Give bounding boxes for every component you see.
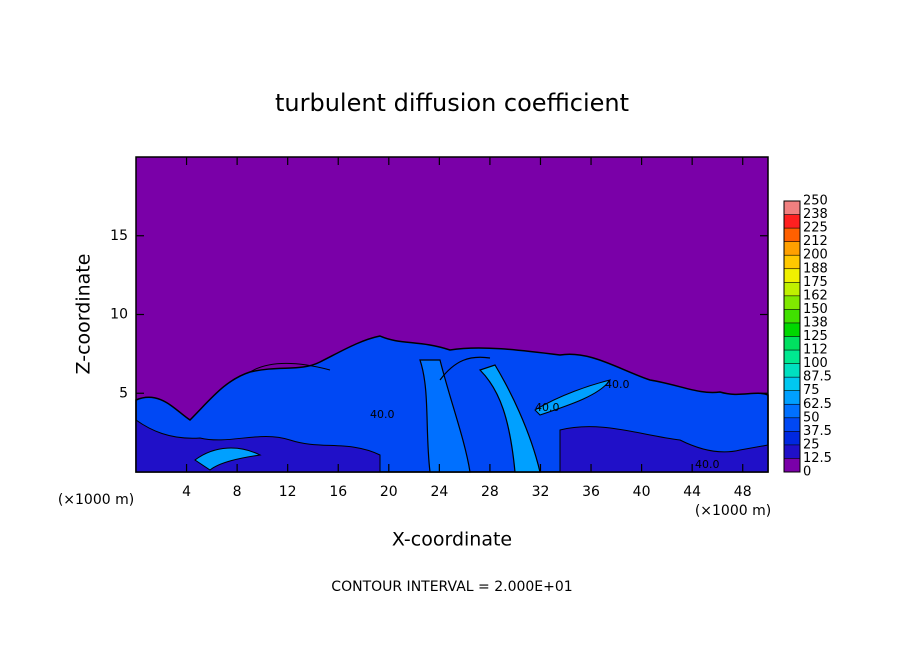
colorbar-bin bbox=[784, 241, 800, 256]
colorbar-label: 62.5 bbox=[803, 397, 832, 412]
contour-line bbox=[249, 363, 331, 373]
colorbar-label: 138 bbox=[803, 315, 828, 330]
x-tick-label: 44 bbox=[683, 484, 701, 500]
x-tick-label: 24 bbox=[430, 484, 448, 500]
colorbar-label: 37.5 bbox=[803, 424, 832, 439]
colorbar-label: 0 bbox=[803, 465, 811, 480]
x-tick-label: 4 bbox=[182, 484, 191, 500]
y-tick-label: 10 bbox=[110, 307, 128, 323]
colorbar-bin bbox=[784, 282, 800, 296]
contour-line bbox=[439, 356, 491, 381]
colorbar-label: 175 bbox=[803, 275, 828, 290]
colorbar-label: 87.5 bbox=[803, 370, 832, 385]
colorbar-bin bbox=[784, 404, 800, 418]
chart-title: turbulent diffusion coefficient bbox=[275, 89, 629, 117]
colorbar-bin bbox=[784, 363, 800, 378]
y-tick-label: 15 bbox=[110, 228, 128, 244]
x-tick-label: 36 bbox=[582, 484, 600, 500]
colorbar-bin bbox=[784, 336, 800, 351]
colorbar-label: 162 bbox=[803, 288, 828, 303]
contour-label: 40.0 bbox=[695, 458, 720, 471]
field bbox=[135, 157, 769, 473]
colorbar-label: 12.5 bbox=[803, 451, 832, 466]
y-tick-label: 5 bbox=[119, 385, 128, 401]
colorbar-label: 50 bbox=[803, 410, 820, 425]
colorbar-label: 200 bbox=[803, 248, 828, 263]
colorbar-label: 250 bbox=[803, 194, 828, 209]
colorbar-label: 150 bbox=[803, 302, 828, 317]
contour-label: 40.0 bbox=[535, 401, 560, 414]
colorbar-bin bbox=[784, 377, 800, 391]
colorbar-bin bbox=[784, 390, 800, 405]
colorbar-bin bbox=[784, 431, 800, 445]
colorbar-bin bbox=[784, 322, 800, 337]
colorbar-bin bbox=[784, 417, 800, 432]
x-tick-label: 20 bbox=[380, 484, 398, 500]
colorbar-label: 112 bbox=[803, 343, 828, 358]
colorbar-bin bbox=[784, 444, 800, 459]
x-tick-label: 48 bbox=[734, 484, 752, 500]
colorbar-label: 238 bbox=[803, 207, 828, 222]
colorbar-label: 188 bbox=[803, 261, 828, 276]
colorbar-label: 25 bbox=[803, 437, 820, 452]
footer-note: CONTOUR INTERVAL = 2.000E+01 bbox=[331, 579, 572, 595]
colorbar-bin bbox=[784, 228, 800, 242]
x-tick-label: 40 bbox=[633, 484, 651, 500]
x-unit-right: (×1000 m) bbox=[695, 503, 771, 519]
contour-label: 40.0 bbox=[370, 408, 395, 421]
colorbar-bin bbox=[784, 214, 800, 229]
field-region bbox=[559, 426, 769, 473]
colorbar-label: 75 bbox=[803, 383, 820, 398]
x-tick-label: 8 bbox=[233, 484, 242, 500]
colorbar-label: 225 bbox=[803, 221, 828, 236]
colorbar-bin bbox=[784, 255, 800, 269]
colorbar-bin bbox=[784, 309, 800, 323]
x-axis-label: X-coordinate bbox=[392, 529, 512, 551]
contour-label: 40.0 bbox=[605, 378, 630, 391]
field-region bbox=[194, 447, 262, 471]
x-tick-label: 12 bbox=[279, 484, 297, 500]
x-tick-label: 28 bbox=[481, 484, 499, 500]
colorbar-bin bbox=[784, 201, 800, 215]
colorbar-label: 125 bbox=[803, 329, 828, 344]
field-region bbox=[534, 379, 612, 416]
x-tick-label: 32 bbox=[532, 484, 550, 500]
colorbar-label: 212 bbox=[803, 234, 828, 249]
colorbar-bin bbox=[784, 458, 800, 472]
colorbar-bin bbox=[784, 350, 800, 364]
colorbar-bin bbox=[784, 295, 800, 310]
x-tick-label: 16 bbox=[329, 484, 347, 500]
colorbar-bin bbox=[784, 268, 800, 283]
colorbar-label: 100 bbox=[803, 356, 828, 371]
x-unit-left: (×1000 m) bbox=[58, 492, 134, 508]
y-axis-label: Z-coordinate bbox=[73, 254, 95, 375]
